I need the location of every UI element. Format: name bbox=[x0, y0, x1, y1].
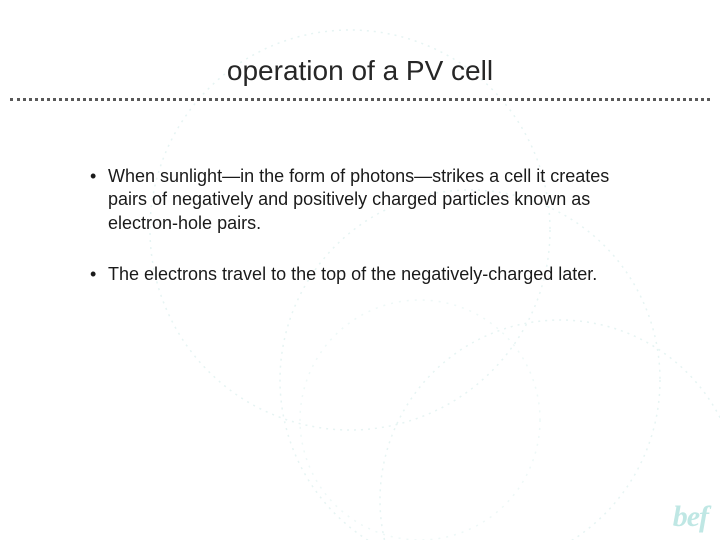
list-item: • When sunlight—in the form of photons—s… bbox=[90, 165, 630, 235]
title-divider bbox=[10, 98, 710, 101]
bullet-text: When sunlight—in the form of photons—str… bbox=[108, 165, 630, 235]
bullet-list: • When sunlight—in the form of photons—s… bbox=[90, 165, 630, 315]
bullet-dot-icon: • bbox=[90, 263, 108, 286]
page-title: operation of a PV cell bbox=[0, 55, 720, 87]
bullet-dot-icon: • bbox=[90, 165, 108, 188]
bef-logo: bef bbox=[673, 500, 708, 534]
bullet-text: The electrons travel to the top of the n… bbox=[108, 263, 630, 286]
list-item: • The electrons travel to the top of the… bbox=[90, 263, 630, 286]
